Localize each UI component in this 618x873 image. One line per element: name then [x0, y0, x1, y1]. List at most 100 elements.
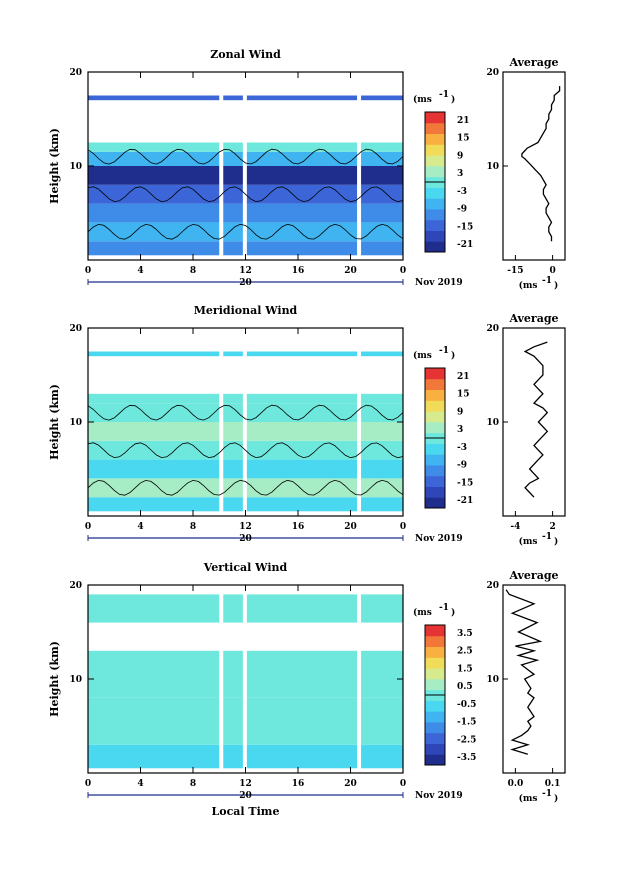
colorbar-unit: (ms	[413, 94, 432, 105]
colorbar-segment	[425, 144, 445, 156]
data-gap	[219, 328, 224, 516]
colorbar-segment	[425, 668, 445, 680]
colorbar-segment	[425, 700, 445, 712]
colorbar-segment	[425, 454, 445, 466]
panel-title: Vertical Wind	[203, 561, 288, 574]
data-gap	[219, 585, 224, 773]
contour-line	[87, 442, 404, 459]
colorbar-unit-close: )	[451, 350, 455, 361]
colorbar-unit: (ms	[413, 350, 432, 361]
colorbar-unit-exp: -1	[439, 346, 449, 356]
y-tick-label: 10	[69, 675, 82, 685]
panel-title: Meridional Wind	[194, 304, 298, 317]
colorbar-tick-label: -0.5	[457, 700, 476, 710]
profile-y-tick-label: 10	[486, 418, 499, 428]
y-tick-label: 20	[69, 581, 82, 591]
profile-line	[521, 86, 561, 242]
y-axis-label: Height (km)	[48, 641, 61, 717]
colorbar-segment	[425, 400, 445, 412]
date-label: Nov 2019	[415, 278, 463, 288]
colorbar-tick-label: -21	[457, 496, 473, 506]
y-axis-label: Height (km)	[48, 128, 61, 204]
colorbar-tick-label: 15	[457, 134, 470, 144]
colorbar-segment	[425, 368, 445, 380]
colorbar-segment	[425, 165, 445, 178]
panel-title: Zonal Wind	[210, 48, 281, 61]
x-tick-label: 16	[292, 522, 305, 532]
profile-x-tick-label: 0	[549, 266, 555, 276]
profile-unit-close: )	[554, 536, 558, 547]
colorbar-segment	[425, 754, 445, 766]
x-axis-label: Local Time	[212, 805, 280, 818]
profile-unit-exp: -1	[542, 789, 552, 799]
contour-line	[87, 148, 404, 165]
colorbar-unit-close: )	[451, 94, 455, 105]
colorbar-segment	[425, 421, 445, 434]
y-tick-label: 10	[69, 162, 82, 172]
x-tick-label: 16	[292, 266, 305, 276]
x-tick-label: 0	[85, 779, 91, 789]
x-tick-label: 8	[190, 522, 196, 532]
colorbar-segment	[425, 122, 445, 135]
x-tick-label: 12	[239, 779, 252, 789]
colorbar-tick-label: 9	[457, 151, 463, 161]
profile-line	[523, 341, 549, 498]
contour-line	[87, 404, 404, 421]
x-tick-label: 20	[344, 266, 357, 276]
colorbar-tick-label: 9	[457, 407, 463, 417]
x-tick-label: 16	[292, 779, 305, 789]
colorbar-tick-label: -15	[457, 222, 473, 232]
colorbar-segment	[425, 732, 445, 744]
colorbar-tick-label: 21	[457, 116, 470, 126]
colorbar-tick-label: -9	[457, 461, 467, 471]
colorbar-segment	[425, 411, 445, 423]
y-tick-label: 20	[69, 68, 82, 78]
date-day: 20	[239, 791, 252, 801]
profile-x-tick-label: 2	[549, 522, 555, 532]
colorbar-tick-label: -3	[457, 187, 467, 197]
profile-unit-exp: -1	[542, 532, 552, 542]
data-gap	[357, 72, 362, 260]
colorbar-segment	[425, 389, 445, 401]
colorbar-segment	[425, 625, 445, 637]
colorbar-segment	[425, 241, 445, 253]
profile-unit: (ms	[519, 793, 538, 804]
colorbar-segment	[425, 475, 445, 487]
x-tick-label: 12	[239, 522, 252, 532]
colorbar-tick-label: 3	[457, 425, 463, 435]
profile-title: Average	[508, 569, 558, 582]
profile-unit: (ms	[519, 536, 538, 547]
profile-y-tick-label: 10	[486, 162, 499, 172]
profile-line	[505, 589, 543, 755]
x-tick-label: 4	[137, 266, 143, 276]
contour-line	[87, 186, 404, 203]
profile-unit-close: )	[554, 280, 558, 291]
colorbar-segment	[425, 219, 445, 231]
contour-line	[87, 479, 404, 496]
colorbar-segment	[425, 378, 445, 391]
colorbar-segment	[425, 230, 445, 242]
vertical-panel: Vertical Wind 20 10 Height (km) 0 4 8 12 16 20 0 20…	[48, 561, 566, 818]
data-gap	[242, 72, 247, 260]
colorbar-tick-label: 3	[457, 169, 463, 179]
colorbar-segment	[425, 711, 445, 723]
x-tick-label: 20	[344, 779, 357, 789]
profile-y-tick-label: 10	[486, 675, 499, 685]
x-tick-label: 0	[400, 266, 406, 276]
colorbar-segment	[425, 112, 445, 124]
colorbar-segment	[425, 497, 445, 509]
colorbar-segment	[425, 155, 445, 167]
x-tick-label: 20	[344, 522, 357, 532]
colorbar-tick-label: -3.5	[457, 753, 476, 763]
colorbar-tick-label: -9	[457, 205, 467, 215]
profile-unit-close: )	[554, 793, 558, 804]
x-tick-label: 0	[85, 522, 91, 532]
colorbar-tick-label: 21	[457, 372, 470, 382]
colorbar-segment	[425, 678, 445, 691]
x-tick-label: 0	[400, 522, 406, 532]
date-day: 20	[239, 534, 252, 544]
zonal-panel: Zonal Wind 20 10 Height (km) 0 4 8 12 16 20 0 20 Nov…	[48, 48, 566, 291]
x-tick-label: 12	[239, 266, 252, 276]
data-gap	[357, 328, 362, 516]
colorbar-segment	[425, 646, 445, 658]
